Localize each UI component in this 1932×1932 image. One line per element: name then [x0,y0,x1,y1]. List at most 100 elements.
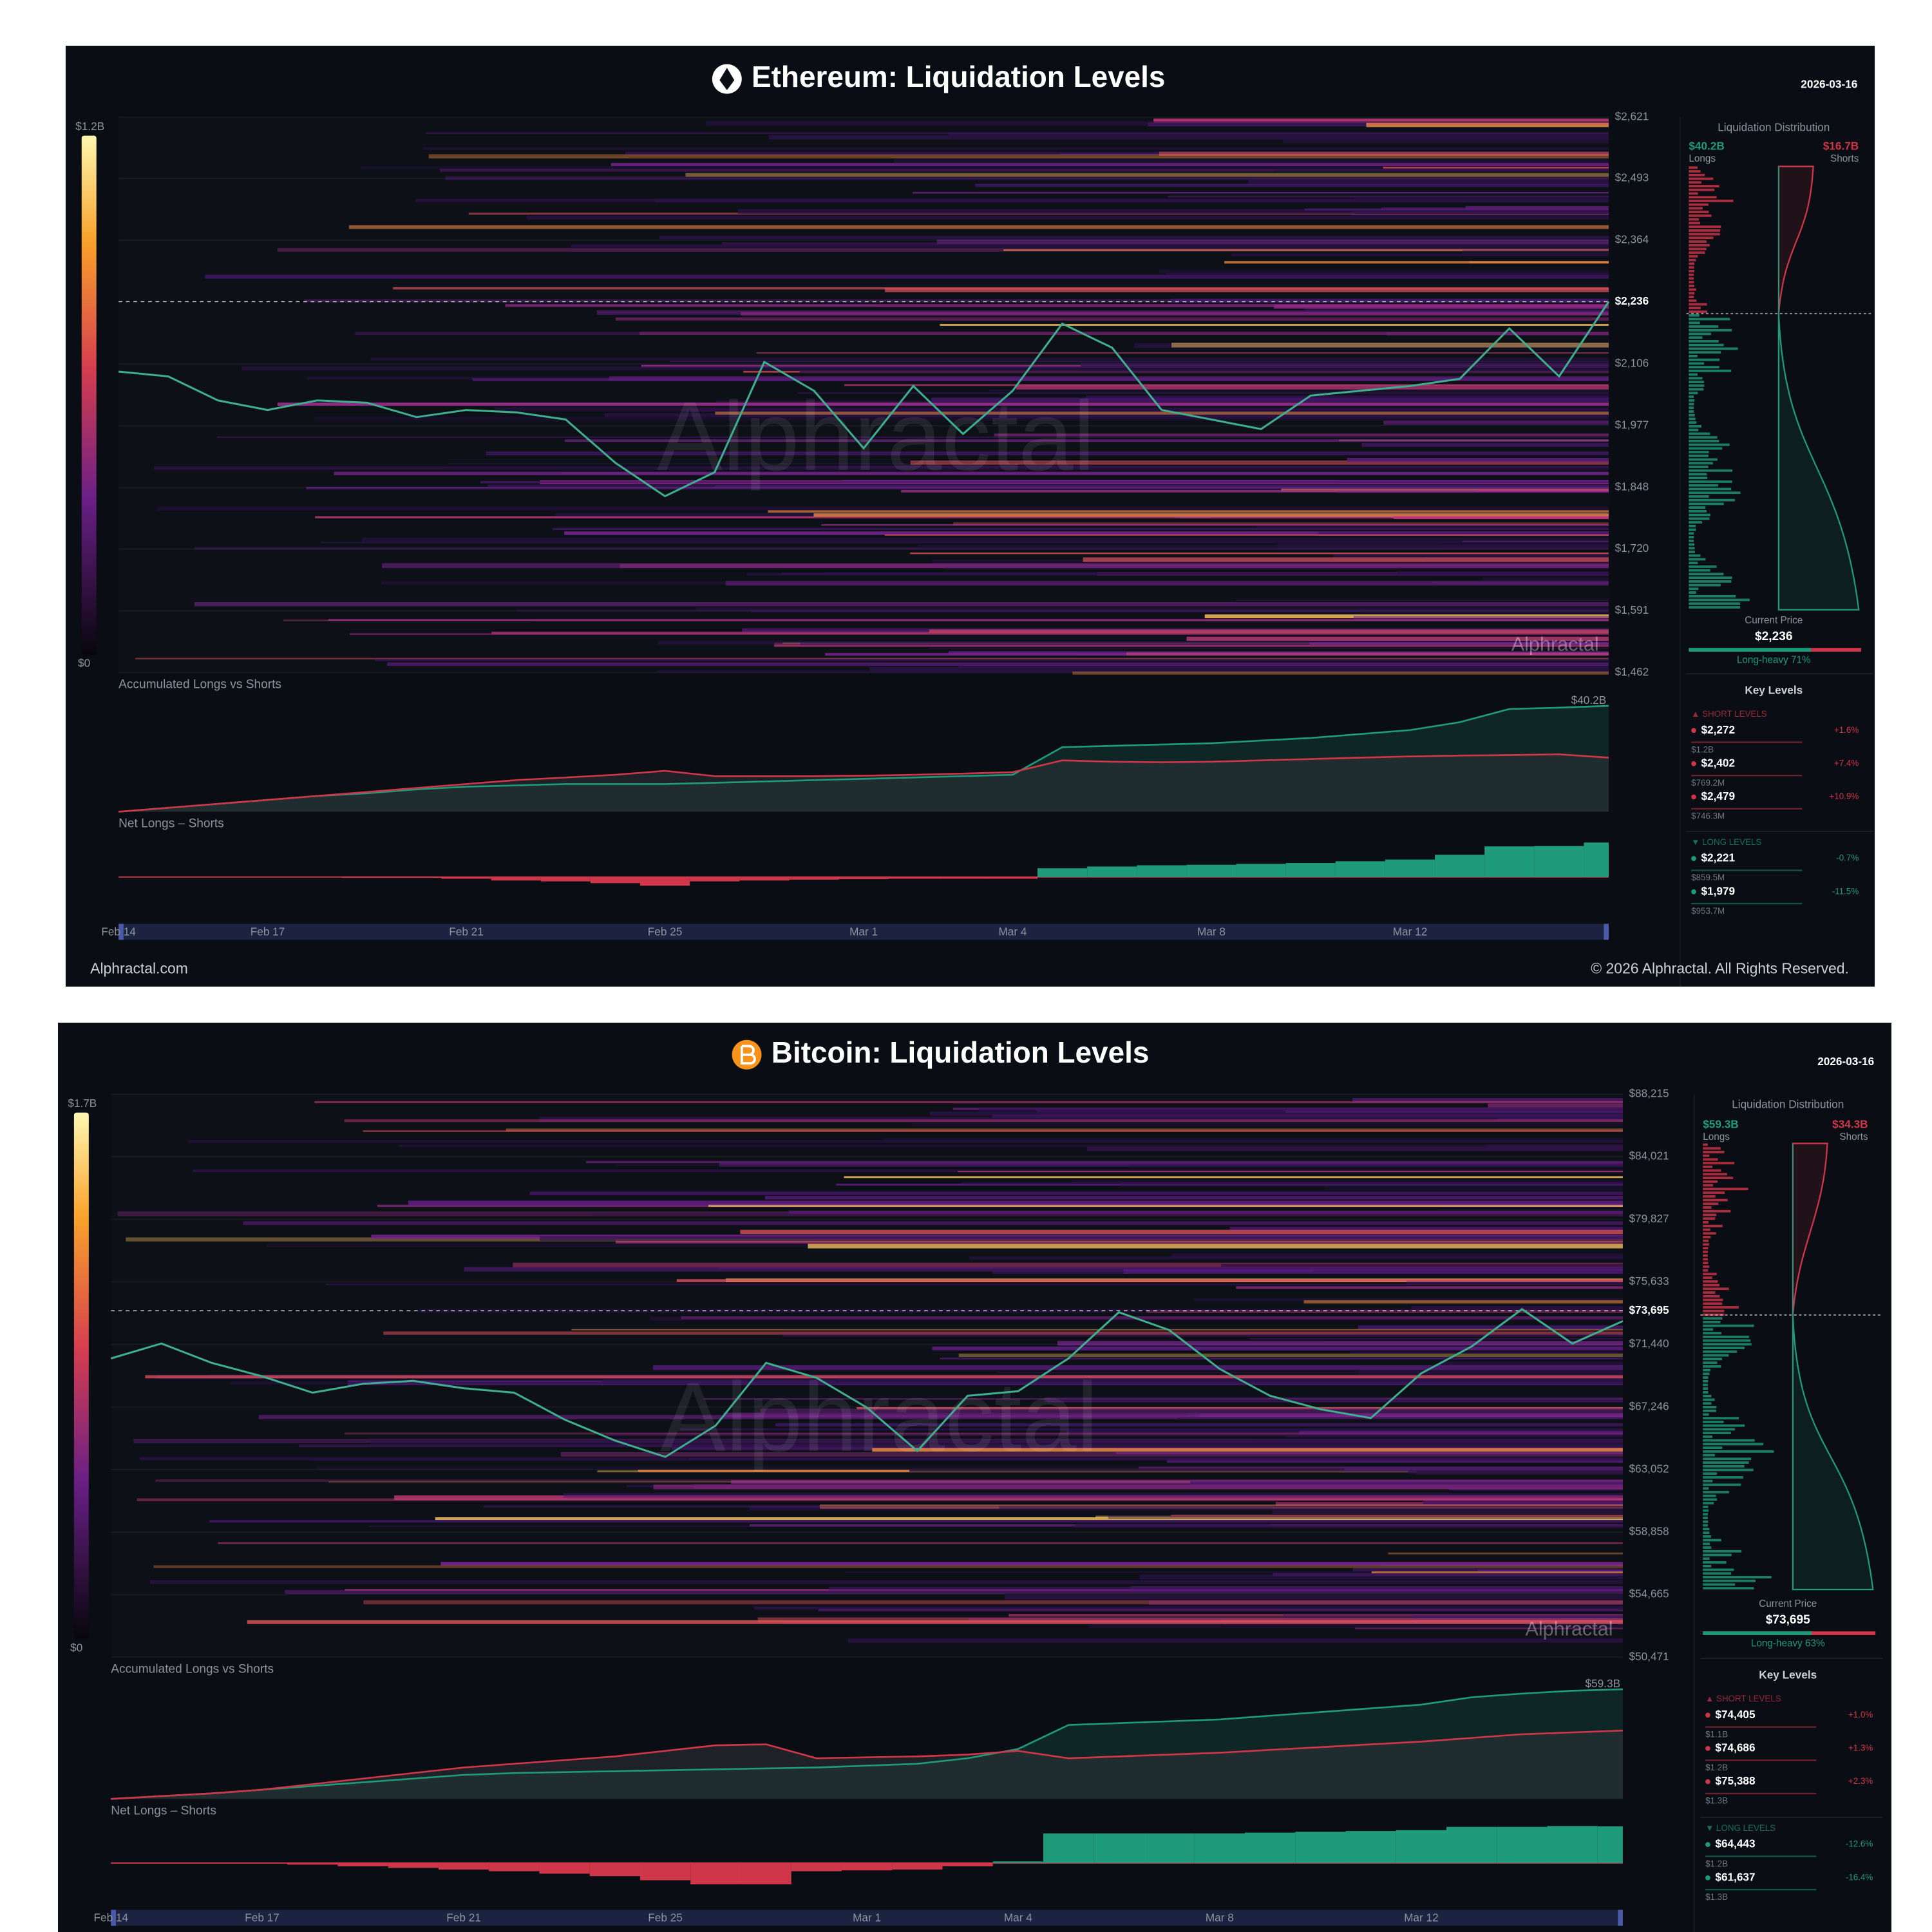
heatmap-band [848,1638,1623,1643]
level-price: $2,272 [1701,723,1735,736]
distribution-bar [1703,1513,1708,1516]
heatmap-band [872,1448,1623,1452]
distribution-bar [1689,222,1700,225]
heatmap-band [1337,480,1609,482]
level-size: $1.2B [1691,744,1714,754]
heatmap-band [953,522,1609,526]
accumulated-end-label: $40.2B [1571,694,1607,706]
heatmap-band [348,225,1609,229]
net-title: Net Longs – Shorts [118,817,224,831]
heatmap-band [1126,652,1609,656]
distribution-bar [1703,1432,1731,1435]
bias-label: Long-heavy 63% [1751,1638,1825,1649]
distribution-bar [1703,1372,1710,1376]
distribution-bar [1703,1150,1725,1153]
title-icon-glyph [740,1045,756,1065]
accumulated-title: Accumulated Longs vs Shorts [111,1663,274,1676]
distribution-bar [1689,203,1709,206]
heatmap-band [370,1439,1623,1445]
level-price: $74,405 [1715,1708,1756,1721]
distribution-bar [1703,1464,1745,1468]
distribution-bar [1703,1572,1732,1575]
net-bar [938,876,988,879]
heatmap-band [426,132,1609,135]
distribution-bar [1689,166,1698,169]
distribution-bar [1703,1239,1709,1242]
heatmap-band [680,1428,1623,1431]
y-tick-label: $84,021 [1629,1150,1669,1162]
long-share-bar [1689,648,1812,652]
net-bar [539,1862,590,1874]
heatmap-band [283,620,1609,621]
distribution-bar [1703,1568,1734,1571]
heatmap-band [948,132,1609,137]
x-tick-label: Mar 4 [998,925,1027,938]
heatmap-band [1386,332,1609,336]
distribution-bar [1689,299,1697,302]
heatmap-band [314,1101,1623,1104]
heatmap-band [703,1398,1623,1400]
heatmap-band [781,573,1609,575]
x-range-bar [118,923,1609,940]
heatmap-band [1129,1164,1623,1168]
distribution-bar [1703,1542,1710,1546]
heatmap-band [1441,544,1609,548]
level-dot [1705,1746,1710,1751]
distribution-bar [1703,1332,1721,1335]
heatmap-band [464,1267,1623,1272]
heatmap-band [1186,636,1609,641]
heatmap-band [1146,1309,1623,1313]
heatmap-band [731,1479,1623,1484]
distribution-bar [1689,277,1694,280]
distribution-bar [1703,1506,1709,1508]
level-size: $1.2B [1705,1859,1728,1868]
level-dot [1705,1779,1710,1785]
distribution-bar [1703,1383,1708,1387]
heatmap-band [277,248,1609,252]
footer-right: © 2026 Alphractal. All Rights Reserved. [1591,960,1849,976]
distribution-bar [1703,1561,1727,1564]
heatmap-band [1353,616,1609,621]
level-dot [1691,794,1696,800]
heatmap-band [247,1620,1623,1624]
level-change: -12.6% [1846,1839,1873,1849]
distribution-bar [1703,1457,1752,1461]
heatmap-band [363,1600,1623,1605]
distribution-bar [1703,1387,1709,1390]
distribution-bar [1689,207,1703,210]
current-price-tick: $73,695 [1629,1303,1669,1316]
heatmap-band [316,1466,1623,1470]
distribution-bar [1703,1435,1712,1438]
heatmap-band [1086,1146,1623,1151]
heatmap-band [445,176,1609,180]
level-change: +1.3% [1848,1743,1873,1752]
price-line [118,301,1610,498]
distribution-bar [1703,1147,1721,1150]
level-dot [1705,1875,1710,1880]
level-change: +1.6% [1834,725,1859,735]
x-tick-label: Mar 8 [1197,925,1226,938]
distribution-bar [1689,513,1710,516]
heatmap-band [836,1184,1623,1186]
heatmap-band [1413,1615,1623,1618]
shorts-cumulative [1792,1142,1828,1316]
heatmap-band [383,1331,1623,1335]
distribution-bar [1689,573,1724,576]
heatmap-band [1304,208,1609,211]
distribution-bar [1689,281,1694,284]
heatmap-band [513,1262,1623,1268]
distribution-bar [1703,1358,1723,1361]
distribution-bar [1689,243,1710,247]
heatmap-band [135,658,1609,659]
heatmap-band [1159,151,1609,156]
color-scale-max: $1.7B [68,1097,97,1110]
shorts-area [118,754,1609,812]
x-tick-label: Feb 17 [245,1911,279,1924]
long-heading: ▼ LONG LEVELS [1705,1823,1776,1833]
y-tick-label: $50,471 [1629,1650,1669,1663]
heatmap-band [382,563,1609,569]
level-dot [1691,728,1696,734]
distribution-bar [1689,583,1721,587]
distribution-bar [1689,443,1730,446]
distribution-bar [1689,491,1741,495]
